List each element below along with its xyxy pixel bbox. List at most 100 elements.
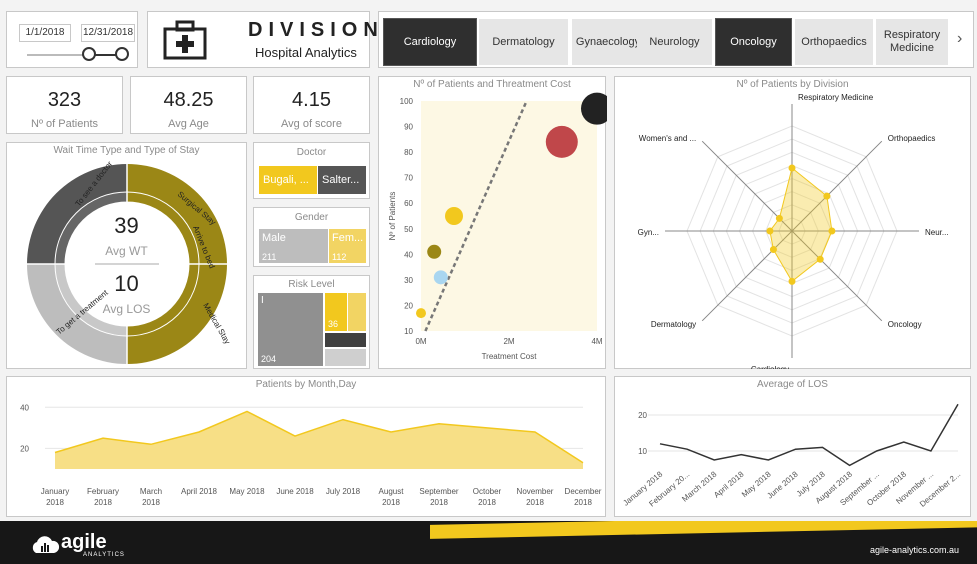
kpi-patients: 323 Nº of Patients [6, 76, 123, 134]
radar-axis-label: Neur... [925, 228, 949, 237]
radar-axis-label: Orthopaedics [888, 134, 936, 143]
avg-wt-label: Avg WT [105, 244, 148, 258]
y-tick-label: 40 [20, 403, 29, 412]
kpi-label: Nº of Patients [31, 118, 98, 130]
x-tick-label: 2018 [430, 498, 448, 507]
radar-point[interactable] [769, 246, 777, 254]
avg-los-label: Avg LOS [102, 302, 151, 316]
y-tick-label: 50 [404, 225, 413, 234]
radar-point[interactable] [775, 214, 783, 222]
x-tick-label: April 2018 [712, 469, 746, 499]
x-axis-label: Treatment Cost [482, 352, 538, 361]
start-date-input[interactable]: 1/1/2018 [19, 24, 71, 42]
scatter-point[interactable] [433, 270, 448, 285]
area-fill [55, 411, 583, 469]
gender-item-male[interactable]: Male 211 [259, 229, 328, 263]
risk-title: Risk Level [288, 279, 335, 290]
y-tick-label: 100 [400, 97, 414, 106]
kpi-avg-score: 4.15 Avg of score [253, 76, 370, 134]
x-tick-label: July 2018 [326, 487, 361, 496]
scatter-chart: 10 20 30 40 50 60 70 80 90 100 0M 2M 4M Treatment Cos… [388, 92, 607, 361]
los-title: Average of LOS [757, 379, 828, 390]
scatter-point[interactable] [545, 125, 578, 158]
kpi-label: Avg Age [168, 118, 209, 130]
x-tick-label: 4M [591, 337, 602, 346]
footer-url[interactable]: agile-analytics.com.au [869, 545, 959, 555]
risk-item-i[interactable]: I 204 [258, 293, 323, 366]
tab-oncology[interactable]: Oncology [715, 18, 792, 66]
y-tick-label: 90 [404, 123, 413, 132]
x-tick-label: 2018 [94, 498, 112, 507]
kpi-value: 323 [47, 89, 82, 111]
chevron-right-icon[interactable]: › [957, 30, 963, 47]
y-tick-label: 40 [404, 250, 413, 259]
scatter-title: Nº of Patients and Threatment Cost [413, 79, 571, 90]
radar-chart: Respiratory Medicine Orthopaedics Neur... O… [638, 93, 949, 369]
radar-axis-label: Cardiology [751, 365, 789, 369]
scatter-point[interactable] [416, 308, 426, 319]
x-tick-label: January [41, 487, 69, 496]
radar-point[interactable] [828, 227, 836, 235]
scatter-point[interactable] [445, 207, 463, 225]
x-tick-label: 2018 [478, 498, 496, 507]
y-tick-label: 30 [404, 276, 413, 285]
month-panel: Patients by Month,Day 40 20 January 2018 Feb… [6, 376, 606, 517]
radar-axis-label: Women's and ... [639, 134, 696, 143]
los-line[interactable] [659, 403, 959, 467]
division-title: DIVISION [248, 19, 384, 41]
month-area-chart: 40 20 January 2018 February 2018 March 2018 Apri… [20, 403, 602, 507]
tab-gynaecology[interactable]: Gynaecology [572, 19, 644, 65]
gender-item-female[interactable]: Fem... 112 [329, 229, 366, 263]
avg-los-value: 10 [114, 271, 139, 296]
end-date-input[interactable]: 12/31/2018 [81, 24, 135, 42]
los-panel: Average of LOS 20 10 January 2018 February … [614, 376, 971, 517]
x-tick-label: February [87, 487, 119, 496]
risk-item-iv[interactable] [325, 333, 366, 347]
x-tick-label: 0M [415, 337, 426, 346]
risk-item-iii[interactable] [348, 293, 366, 331]
risk-item-ii[interactable]: 36 [325, 293, 347, 331]
x-tick-label: September [419, 487, 458, 496]
risk-item-v[interactable] [325, 349, 366, 366]
cloud-logo-icon [32, 536, 60, 553]
radar-point[interactable] [788, 164, 796, 172]
y-tick-label: 10 [638, 447, 647, 456]
area-line[interactable] [54, 410, 584, 464]
radar-point[interactable] [823, 192, 831, 200]
footer-logo-text: agile [61, 531, 107, 553]
gender-value: 211 [262, 252, 277, 262]
gender-value: 112 [332, 252, 347, 262]
x-tick-label: 2018 [46, 498, 64, 507]
scatter-point[interactable] [427, 244, 442, 259]
y-tick-label: 70 [404, 174, 413, 183]
radar-point[interactable] [788, 277, 796, 285]
end-handle[interactable] [115, 47, 129, 61]
radar-axis-label: Respiratory Medicine [798, 93, 874, 102]
risk-level-treemap: Risk Level I 204 36 [253, 275, 370, 369]
division-tabs: Cardiology Dermatology Gynaecology Neurolog… [378, 11, 974, 68]
start-handle[interactable] [82, 47, 96, 61]
tab-dermatology[interactable]: Dermatology [479, 19, 568, 65]
doctor-item[interactable]: Salter... [318, 166, 366, 194]
kpi-avg-age: 48.25 Avg Age [130, 76, 247, 134]
doctor-item[interactable]: Bugali, ... [259, 166, 317, 194]
month-title: Patients by Month,Day [255, 379, 357, 390]
tab-cardiology[interactable]: Cardiology [383, 18, 477, 66]
date-slicer[interactable]: 1/1/2018 12/31/2018 [6, 11, 138, 68]
tab-respiratory-medicine[interactable]: Respiratory Medicine [876, 19, 948, 65]
x-tick-label: 2018 [142, 498, 160, 507]
radar-point[interactable] [816, 255, 824, 263]
date-range-track [27, 54, 123, 56]
radar-axis-label: Dermatology [651, 320, 696, 329]
tab-orthopaedics[interactable]: Orthopaedics [795, 19, 873, 65]
wait-time-title: Wait Time Type and Type of Stay [53, 145, 200, 156]
x-tick-label: June 2018 [276, 487, 314, 496]
gender-title: Gender [294, 212, 329, 223]
gender-slicer: Gender Male 211 Fem... 112 [253, 207, 370, 267]
scatter-point[interactable] [581, 92, 607, 125]
y-tick-label: 10 [404, 327, 413, 336]
radar-point[interactable] [766, 227, 774, 235]
tab-neurology[interactable]: Neurology [637, 19, 712, 65]
footer: agile ANALYTICS agile-analytics.com.au [0, 521, 977, 564]
medical-bag-icon [163, 20, 207, 60]
